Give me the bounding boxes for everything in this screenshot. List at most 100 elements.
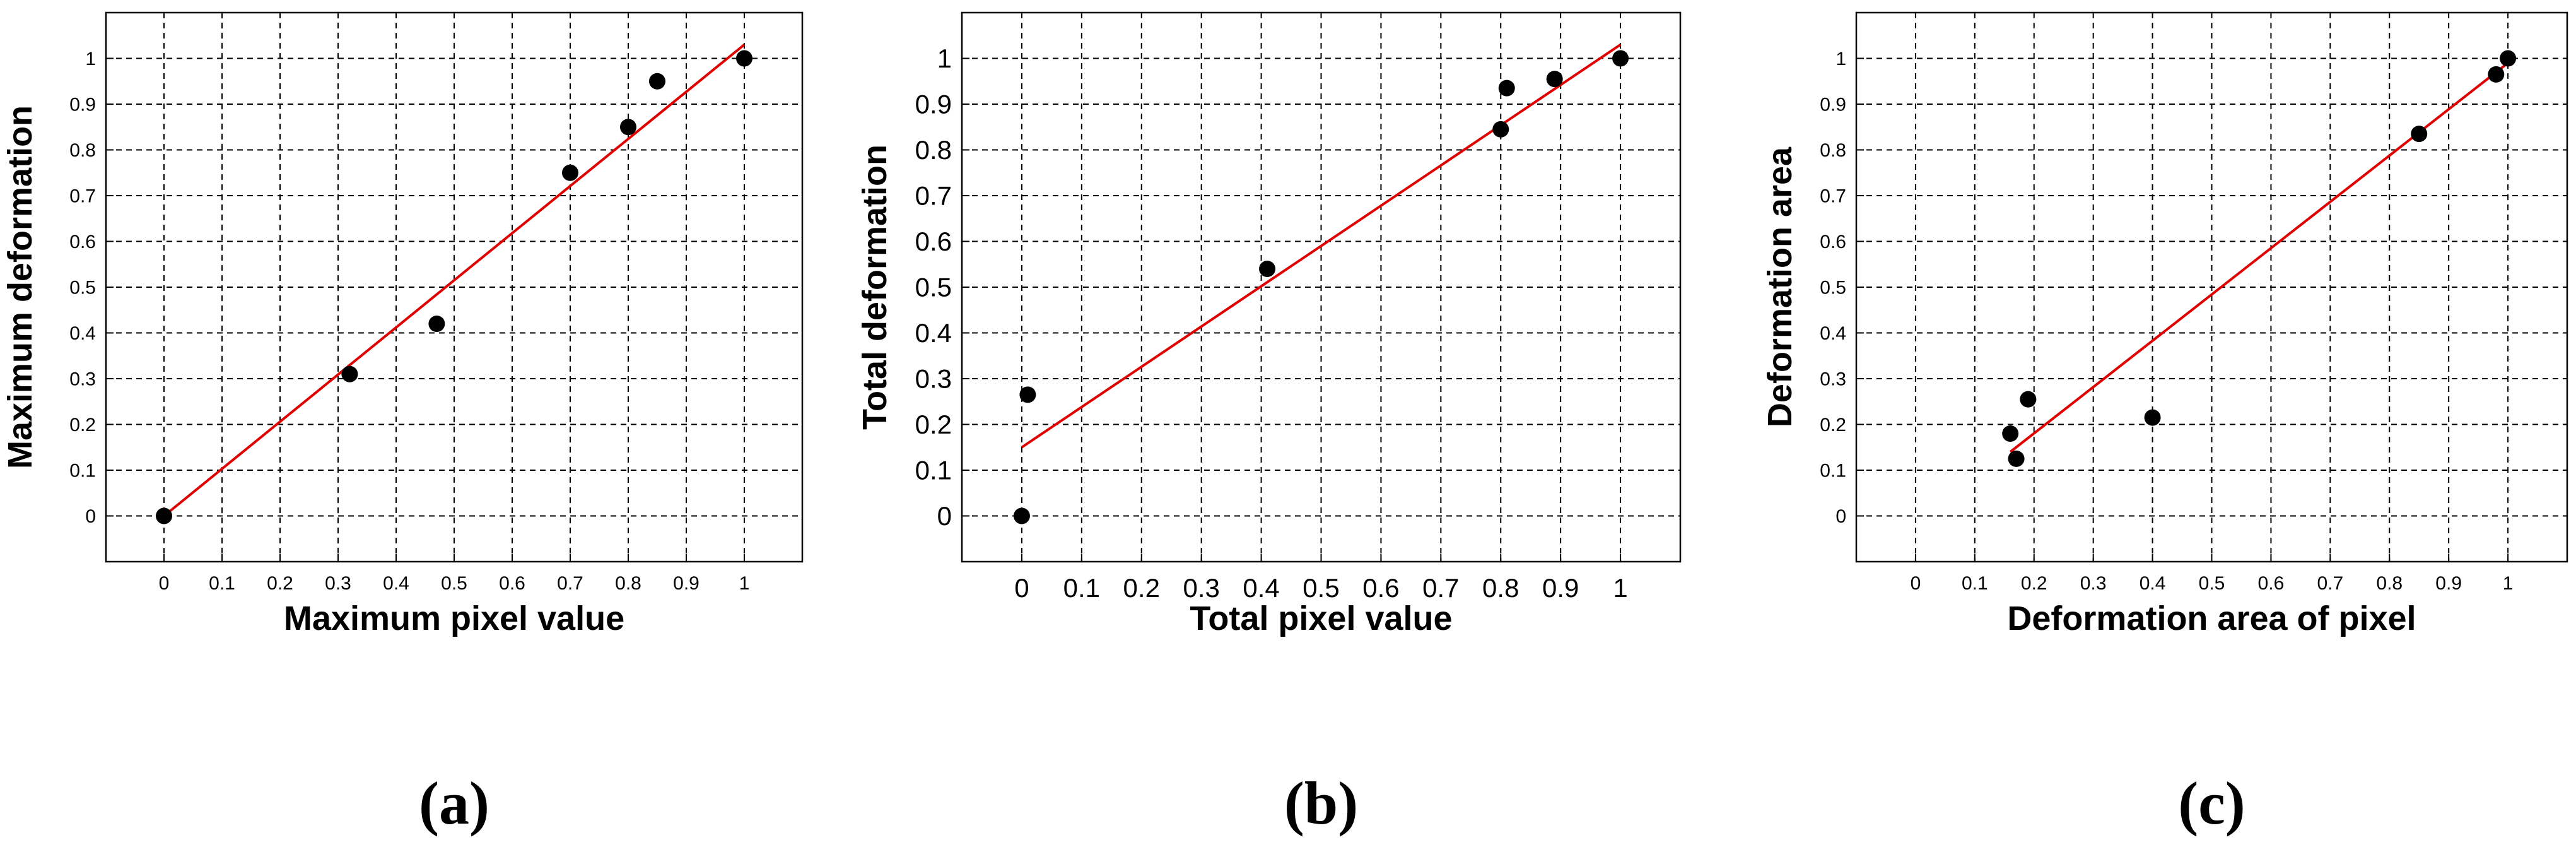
y-tick-label: 0.6 <box>69 232 96 252</box>
data-point <box>1492 121 1509 138</box>
x-tick-label: 0 <box>1014 573 1029 603</box>
x-tick-label: 0.8 <box>2376 573 2403 594</box>
data-point <box>562 164 578 181</box>
data-point <box>2008 450 2025 467</box>
fit-line <box>1021 44 1622 449</box>
data-point <box>2488 66 2505 83</box>
y-tick-label: 1 <box>1835 49 1846 69</box>
y-tick-label: 0.2 <box>1820 415 1846 435</box>
data-point <box>2144 409 2161 426</box>
x-tick-label: 0.6 <box>1362 573 1399 603</box>
y-axis-label: Maximum deformation <box>1 105 39 469</box>
x-tick-label: 0.4 <box>383 573 409 594</box>
y-tick-label: 0 <box>85 506 96 527</box>
x-tick-label: 0.7 <box>557 573 583 594</box>
chart-panel-3: 0 0.1 0.2 0.3 0.4 0.5 0.6 0.7 0.8 0.9 1 0 0.1 0.2 0.3 0… <box>1761 11 2568 837</box>
y-tick-label: 0.5 <box>69 278 96 299</box>
y-tick-label: 0 <box>937 501 952 531</box>
panel-caption: (a) <box>419 769 489 837</box>
data-point <box>1259 261 1276 277</box>
x-tick-label: 0.2 <box>1123 573 1160 603</box>
y-tick-label: 0.9 <box>69 95 96 115</box>
x-axis-label: Maximum pixel value <box>284 600 624 637</box>
y-tick-label: 0.2 <box>69 415 96 435</box>
y-axis-label: Deformation area <box>1761 146 1799 427</box>
fit-line <box>2009 62 2509 453</box>
y-tick-label: 0.2 <box>915 410 952 439</box>
x-axis-label: Deformation area of pixel <box>2007 600 2416 637</box>
x-tick-label: 1 <box>1613 573 1627 603</box>
data-point <box>1013 507 1030 524</box>
x-tick-label: 0.5 <box>2199 573 2225 594</box>
y-tick-label: 0.8 <box>1820 140 1846 161</box>
y-tick-label: 0.1 <box>69 461 96 482</box>
y-tick-label: 0.3 <box>69 369 96 390</box>
x-tick-label: 0.6 <box>499 573 525 594</box>
y-axis-label: Total deformation <box>856 145 894 430</box>
x-tick-label: 0.1 <box>209 573 235 594</box>
x-tick-label: 0.8 <box>615 573 641 594</box>
x-tick-label: 1 <box>739 573 750 594</box>
y-tick-label: 0.7 <box>1820 186 1846 207</box>
x-tick-label: 0.8 <box>1482 573 1519 603</box>
x-tick-label: 0.3 <box>325 573 351 594</box>
x-tick-label: 0.1 <box>1962 573 1988 594</box>
y-tick-label: 0.4 <box>69 323 96 344</box>
data-point <box>1612 50 1629 67</box>
chart-panel-1: 0 0.1 0.2 0.3 0.4 0.5 0.6 0.7 0.8 0.9 1 0 0.1 0.2 0.3 0… <box>1 11 804 837</box>
data-point <box>2020 391 2037 408</box>
y-tick-label: 0.4 <box>915 318 952 348</box>
y-tick-label: 0 <box>1835 506 1846 527</box>
y-tick-label: 0.7 <box>915 181 952 211</box>
data-point <box>620 119 636 136</box>
data-point <box>341 365 358 382</box>
y-tick-label: 0.8 <box>915 135 952 165</box>
y-tick-label: 0.5 <box>1820 278 1846 299</box>
panel-caption: (b) <box>1284 769 1358 837</box>
x-tick-label: 0.5 <box>1303 573 1339 603</box>
x-tick-label: 0.3 <box>1183 573 1219 603</box>
y-tick-label: 0.5 <box>915 273 952 302</box>
data-point <box>156 507 172 524</box>
data-point <box>2411 126 2428 143</box>
x-tick-label: 0.5 <box>441 573 467 594</box>
x-tick-label: 0.2 <box>2021 573 2047 594</box>
y-tick-label: 0.3 <box>915 364 952 394</box>
x-tick-label: 0.7 <box>2317 573 2343 594</box>
y-tick-label: 0.9 <box>915 90 952 119</box>
y-tick-label: 0.1 <box>1820 461 1846 482</box>
panel-caption: (c) <box>2178 769 2245 837</box>
x-tick-label: 0.9 <box>1542 573 1579 603</box>
data-point <box>1498 80 1515 97</box>
x-tick-label: 0.7 <box>1422 573 1459 603</box>
data-point <box>1546 71 1563 88</box>
x-tick-label: 0.2 <box>267 573 293 594</box>
y-tick-label: 0.6 <box>915 227 952 256</box>
x-tick-label: 1 <box>2503 573 2514 594</box>
data-point <box>649 73 665 90</box>
x-tick-label: 0 <box>159 573 170 594</box>
x-tick-label: 0.9 <box>673 573 700 594</box>
y-tick-label: 1 <box>937 44 952 73</box>
x-tick-label: 0.4 <box>2140 573 2166 594</box>
y-tick-label: 0.9 <box>1820 95 1846 115</box>
y-tick-label: 0.1 <box>915 456 952 485</box>
x-tick-label: 0.9 <box>2435 573 2462 594</box>
data-point <box>2002 425 2019 442</box>
data-point <box>1019 386 1036 403</box>
x-tick-label: 0.4 <box>1243 573 1279 603</box>
y-tick-label: 0.4 <box>1820 323 1846 344</box>
y-tick-label: 0.6 <box>1820 232 1846 252</box>
y-tick-label: 0.3 <box>1820 369 1846 390</box>
y-tick-label: 1 <box>85 49 96 69</box>
x-tick-label: 0 <box>1911 573 1921 594</box>
x-tick-label: 0.6 <box>2258 573 2285 594</box>
y-tick-label: 0.8 <box>69 140 96 161</box>
chart-panel-2: 0 0.1 0.2 0.3 0.4 0.5 0.6 0.7 0.8 0.9 1 0 0.1 0.2 0.3 0… <box>856 11 1682 837</box>
x-tick-label: 0.1 <box>1063 573 1100 603</box>
data-point <box>428 316 445 332</box>
data-point <box>736 50 752 67</box>
fit-line <box>163 44 746 518</box>
data-point <box>2500 50 2517 67</box>
